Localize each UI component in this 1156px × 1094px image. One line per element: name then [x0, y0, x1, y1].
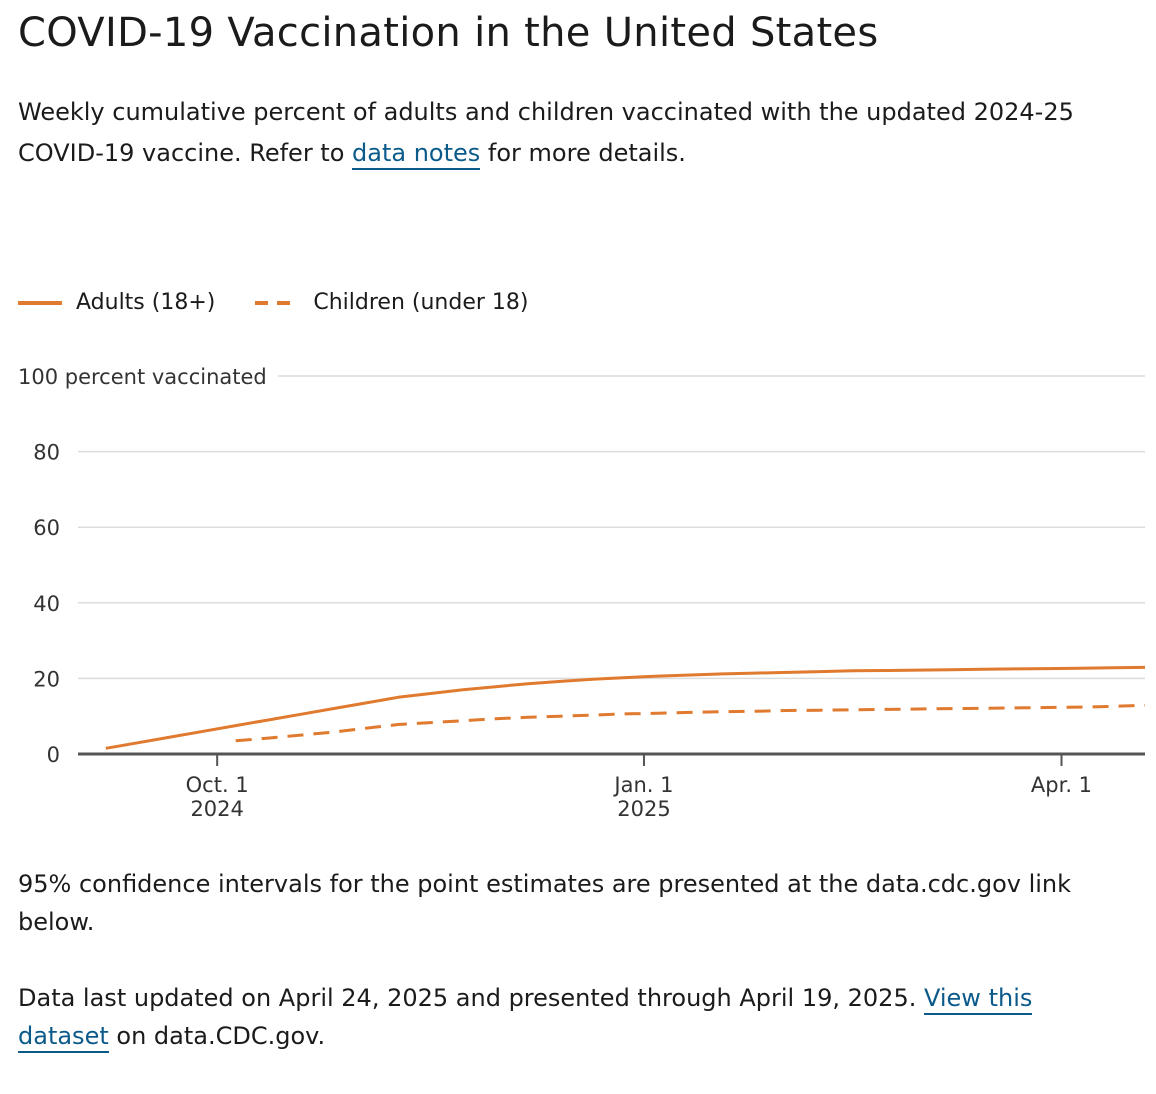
- page-title: COVID-19 Vaccination in the United State…: [18, 10, 879, 56]
- x-tick-label-2: Apr. 1: [1031, 773, 1092, 797]
- updated-text-end: on data.CDC.gov.: [108, 1022, 326, 1050]
- x-tick-year-1: 2025: [617, 797, 670, 821]
- y-tick-label-40: 40: [33, 592, 60, 616]
- data-notes-link[interactable]: data notes: [352, 139, 481, 170]
- legend-item-adults: Adults (18+): [18, 290, 215, 315]
- y-tick-label-100: 100 percent vaccinated: [18, 365, 267, 389]
- legend-label-adults: Adults (18+): [76, 290, 216, 315]
- chart-description: Weekly cumulative percent of adults and …: [18, 92, 1128, 174]
- confidence-interval-note: 95% confidence intervals for the point e…: [18, 870, 1072, 936]
- y-tick-label-80: 80: [33, 441, 60, 465]
- updated-text: Data last updated on April 24, 2025 and …: [18, 984, 924, 1012]
- data-updated-note: Data last updated on April 24, 2025 and …: [18, 979, 1128, 1055]
- y-tick-label-20: 20: [33, 667, 60, 691]
- x-tick-label-1: Jan. 1: [612, 773, 673, 797]
- view-dataset-link[interactable]: View this dataset: [18, 984, 1033, 1053]
- description-text: Weekly cumulative percent of adults and …: [18, 98, 1074, 167]
- legend-label-children: Children (under 18): [313, 290, 529, 315]
- chart-legend: Adults (18+) Children (under 18): [18, 290, 568, 315]
- legend-item-children: Children (under 18): [255, 290, 528, 315]
- x-tick-label-0: Oct. 1: [186, 773, 249, 797]
- legend-swatch-solid: [18, 300, 62, 305]
- x-tick-year-0: 2024: [190, 797, 243, 821]
- legend-swatch-dashed: [255, 300, 300, 305]
- description-text-end: for more details.: [480, 139, 686, 167]
- y-tick-label-0: 0: [47, 743, 60, 767]
- y-tick-label-60: 60: [33, 516, 60, 540]
- series-line-adults: [105, 665, 1146, 750]
- series-line-children: [235, 703, 1146, 743]
